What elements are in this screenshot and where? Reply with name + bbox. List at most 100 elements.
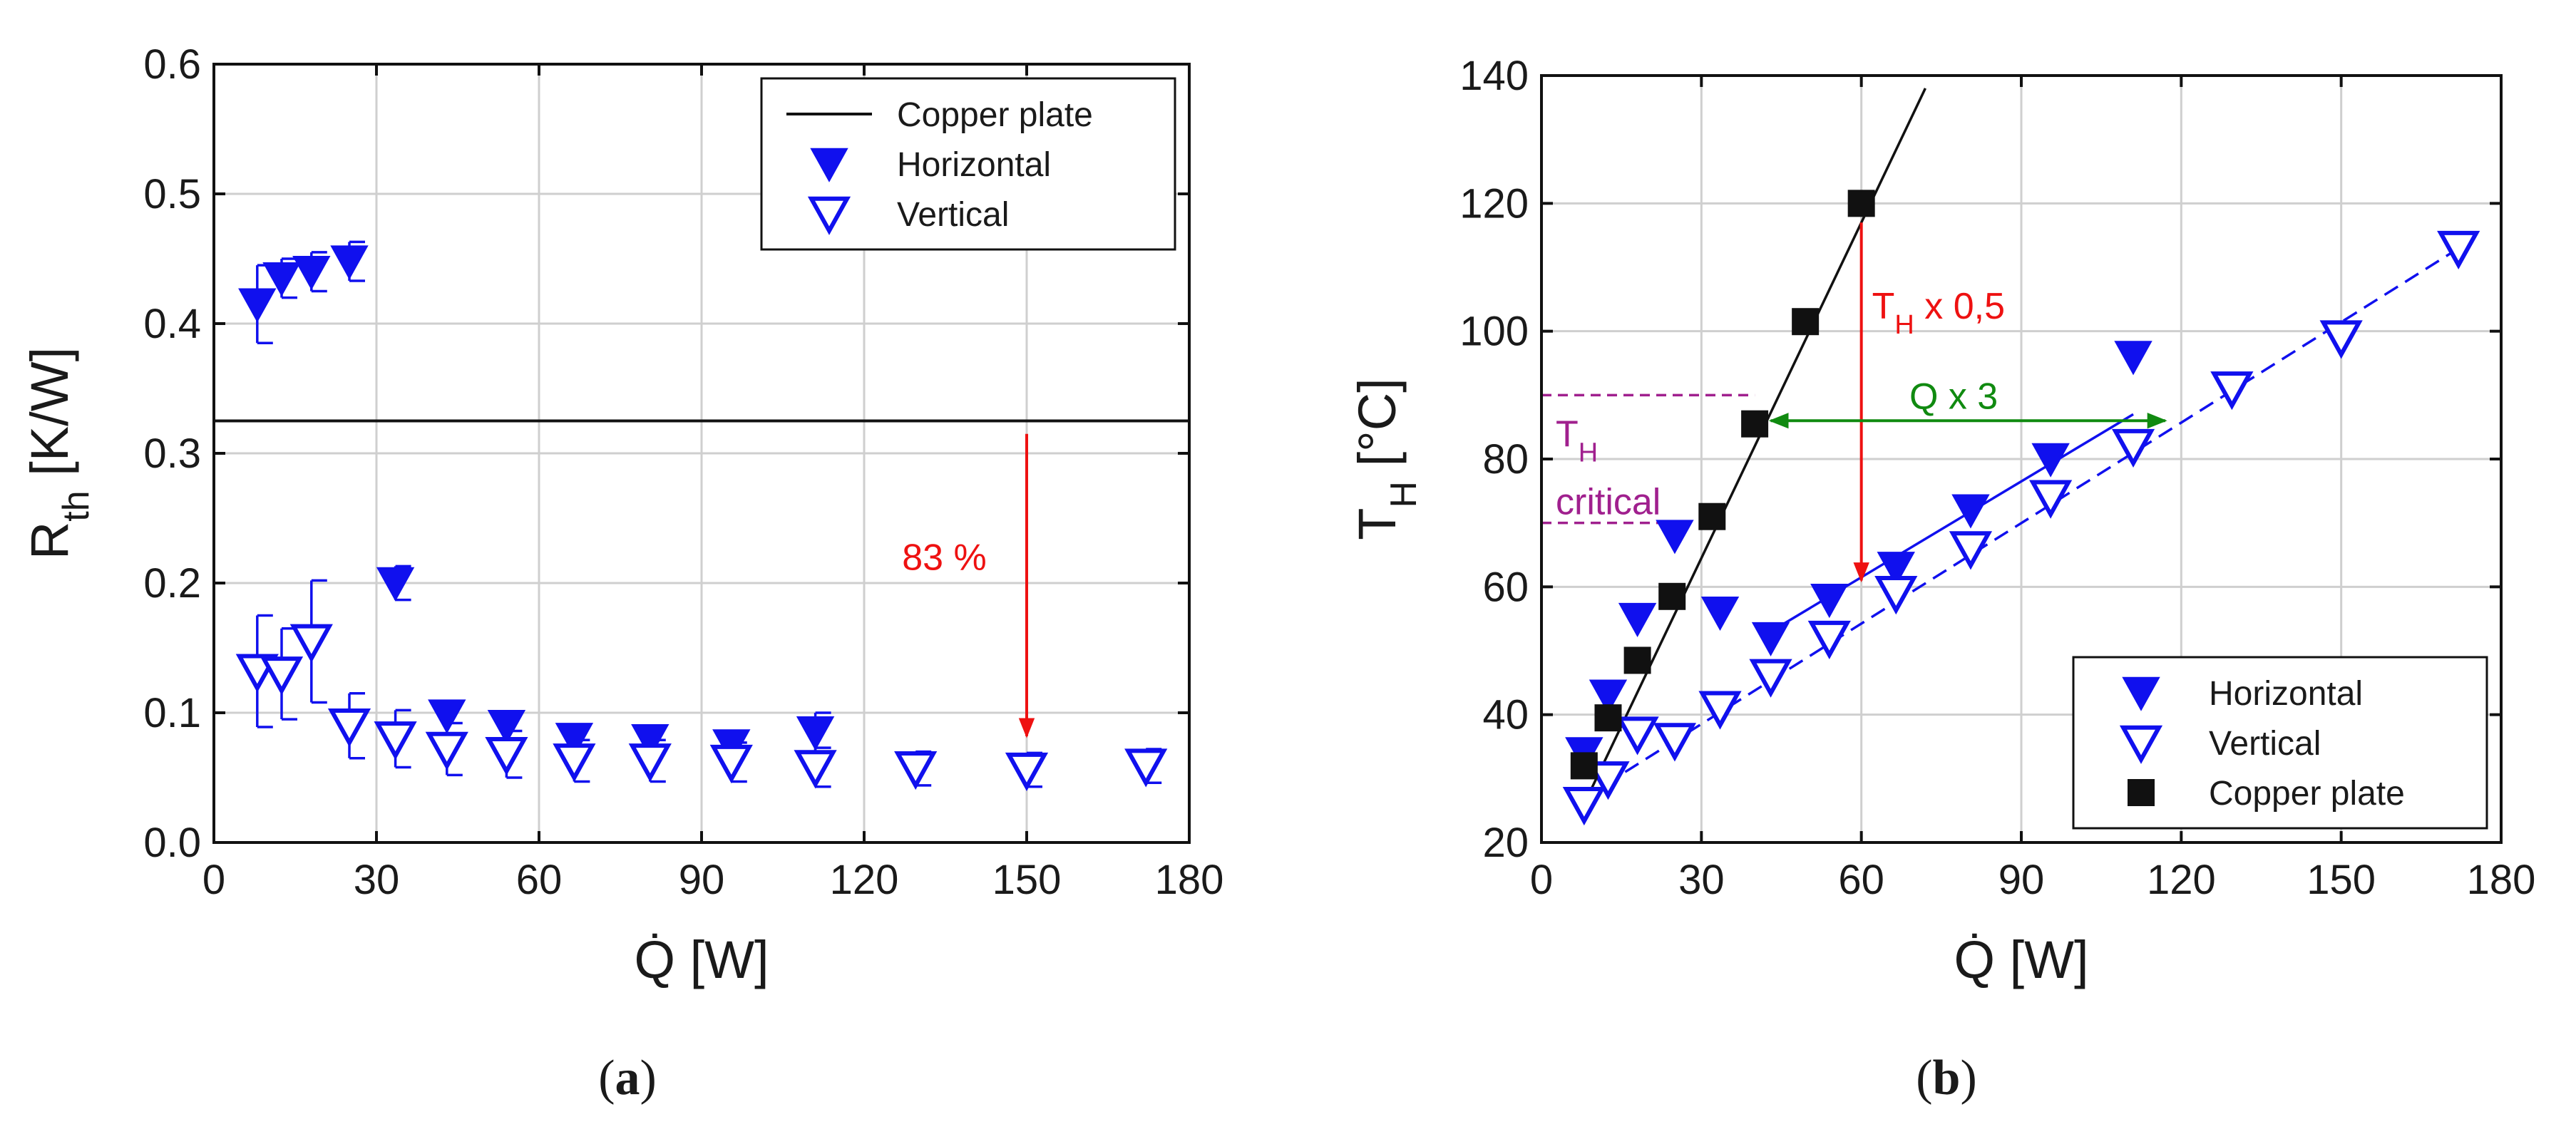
legend-entry: Copper plate [786,96,1093,134]
x-tick-label: 150 [992,857,1062,903]
x-tick-label: 60 [516,857,563,903]
legend-label: Vertical [2209,725,2321,763]
plot-frame [212,63,1191,844]
x-tick-label: 120 [2147,857,2216,903]
data-point [553,743,596,783]
data-point [1005,752,1049,792]
y-tick-label: 40 [1482,692,1529,738]
y-tick-label: 140 [1459,53,1529,99]
x-tick-label: 180 [1155,857,1224,903]
series-horizontal [238,240,835,764]
data-point [1658,582,1686,610]
x-tick-label: 90 [679,857,725,903]
legend-marker [810,148,848,182]
chart-panel-a: 0 30 60 90 120 150 180 0.0 0.1 0.2 0.3 0.4 0.5 0.6 Q̇ … [20,41,1223,1106]
y-axis-label: Rth [K/W] [20,347,97,560]
data-point [1570,752,1598,780]
y-tick-label: 80 [1482,436,1529,483]
data-point [1877,552,1915,587]
data-point [709,744,753,784]
x-tick-label: 0 [1530,857,1553,903]
chart-panel-b: 0 30 60 90 120 150 180 20 40 60 80 100 120 140 Q̇ [W] T… [1348,53,2535,1106]
annotation-label: Q x 3 [1909,376,1998,417]
data-point [1874,576,1918,615]
x-tick-label: 30 [1678,857,1725,903]
data-point [487,709,526,745]
legend-entry: Vertical [807,196,1009,235]
series-copper-plate [1570,190,1875,780]
x-tick-label: 180 [2467,857,2536,903]
y-tick-label: 0.1 [143,690,201,736]
data-point [2437,230,2480,270]
data-point [262,262,301,297]
data-point [894,751,938,790]
x-tick-label: 30 [354,857,400,903]
legend-entry: Copper plate [2128,775,2405,813]
data-point [1124,748,1168,788]
data-point [2111,428,2155,468]
x-tick-label: 90 [1998,857,2045,903]
annotation-label: 83 % [902,537,987,579]
x-axis-label: Q̇ [W] [1954,930,2088,989]
plot-frame [1540,74,2503,844]
data-point [1792,308,1820,336]
legend-label: Copper plate [897,96,1093,134]
y-tick-label: 0.5 [143,171,201,217]
legend: Copper plate Horizontal Vertical [760,77,1176,251]
y-tick-label: 0.2 [143,560,201,607]
data-point [292,255,331,291]
data-point [1810,584,1849,619]
plot-area [214,240,1189,792]
data-point [1949,531,1993,570]
critical-label: TH [1556,414,1598,468]
critical-label-2: critical [1556,482,1661,523]
y-axis-label: TH [°C] [1348,378,1425,540]
data-point [2031,443,2070,478]
data-point [1586,761,1630,800]
data-point [2319,320,2363,359]
data-point [1700,596,1740,632]
legend-marker [2128,779,2155,806]
legend-label: Vertical [897,196,1009,234]
data-point [425,731,468,770]
data-point [1594,704,1622,732]
legend-marker [807,196,851,235]
y-tick-label: 120 [1459,180,1529,227]
series-horizontal [1565,341,2152,772]
y-tick-label: 20 [1482,820,1529,866]
x-tick-label: 150 [2306,857,2376,903]
data-point [374,721,417,761]
data-point [260,656,304,696]
x-tick-label: 0 [202,857,225,903]
data-point [2210,371,2254,411]
legend-entry: Horizontal [810,146,1051,184]
data-point [628,743,672,783]
series-vertical [1562,230,2480,826]
data-point [1623,646,1651,674]
panel-caption: (b) [1916,1051,1977,1106]
data-point [1749,659,1792,698]
data-point [376,567,415,602]
x-tick-label: 120 [830,857,899,903]
data-point [1847,190,1875,217]
data-point [1589,679,1628,714]
legend: Horizontal Vertical Copper plate [2072,656,2488,830]
data-point [1618,602,1657,637]
data-point [1741,410,1769,438]
data-point [2029,480,2073,519]
plot-area [1541,88,2480,826]
data-point [485,736,528,776]
data-point [1807,620,1851,659]
data-point [1698,502,1726,530]
data-point [330,245,369,280]
legend-label: Horizontal [2209,675,2363,713]
y-tick-label: 0.3 [143,431,201,477]
y-tick-label: 0.0 [143,820,201,866]
data-point [796,716,835,751]
annotation-label: TH x 0,5 [1872,286,2005,340]
data-point [1616,716,1659,756]
data-point [238,288,277,323]
legend-marker [2119,725,2163,764]
series-vertical [235,579,1168,792]
